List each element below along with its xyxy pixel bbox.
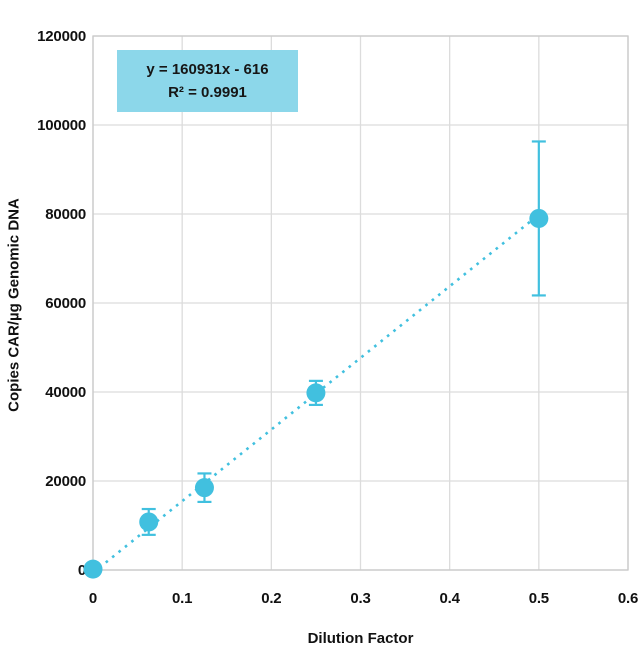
y-tick-label: 20000: [45, 473, 86, 490]
x-tick-label: 0.5: [529, 590, 549, 607]
x-axis-title: Dilution Factor: [307, 630, 414, 647]
r-squared-text: R² = 0.9991: [168, 84, 247, 101]
data-point: [306, 383, 326, 403]
y-tick-label: 0: [78, 562, 86, 579]
data-point: [139, 512, 159, 532]
x-tick-label: 0.4: [440, 590, 461, 607]
equation-text: y = 160931x - 616: [146, 60, 269, 78]
y-axis-title: Copies CAR/µg Genomic DNA: [5, 198, 23, 412]
plot-frame: [92, 35, 629, 571]
data-point: [194, 478, 214, 498]
y-tick-label: 80000: [45, 206, 86, 223]
data-point: [529, 208, 549, 228]
y-tick-label: 40000: [45, 384, 86, 401]
y-tick-label: 100000: [37, 117, 86, 134]
data-point: [83, 559, 103, 579]
y-tick-label: 120000: [37, 28, 86, 45]
x-tick-label: 0.1: [172, 590, 192, 607]
x-tick-label: 0.3: [350, 590, 370, 607]
x-tick-label: 0.2: [261, 590, 281, 607]
x-tick-label: 0.6: [618, 590, 638, 607]
y-tick-label: 60000: [45, 295, 86, 312]
x-tick-label: 0: [89, 590, 97, 607]
equation-box: y = 160931x - 616 R² = 0.9991: [117, 50, 298, 112]
trendline: [92, 213, 540, 574]
